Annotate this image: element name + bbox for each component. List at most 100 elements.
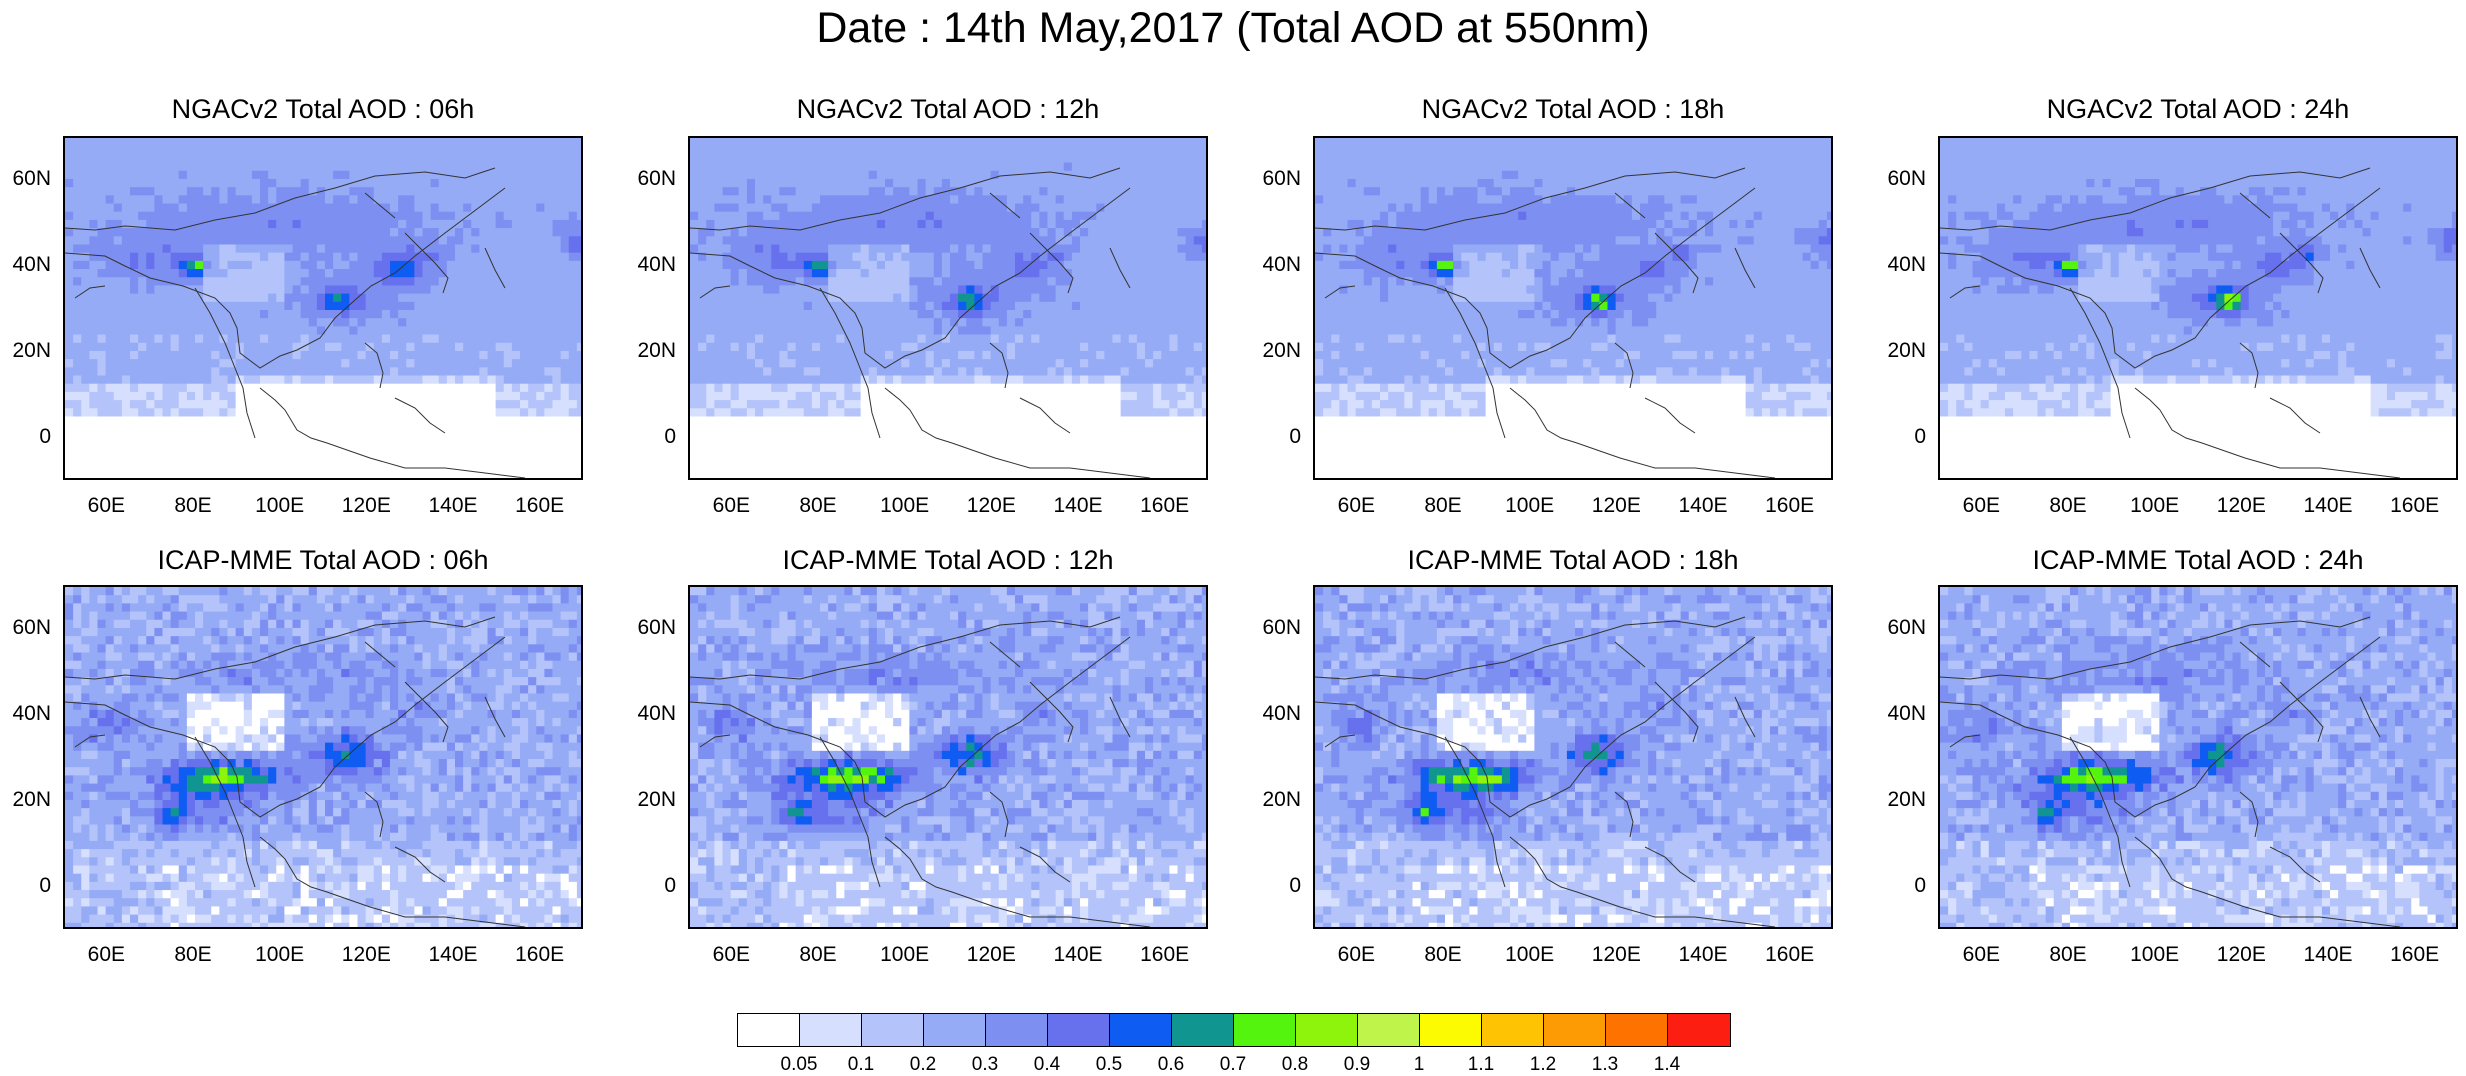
aod-cell <box>528 253 537 262</box>
aod-cell <box>828 392 837 401</box>
aod-cell <box>820 187 829 196</box>
aod-cell <box>974 212 983 221</box>
aod-cell <box>1039 253 1048 262</box>
aod-cell <box>869 146 878 155</box>
aod-cell <box>1064 408 1073 417</box>
aod-cell <box>1145 163 1154 172</box>
aod-cell <box>934 318 943 327</box>
aod-cell <box>146 408 155 417</box>
aod-cell <box>463 449 472 458</box>
aod-cell <box>804 376 813 385</box>
aod-cell <box>553 441 562 450</box>
aod-cell <box>114 474 123 480</box>
aod-cell <box>447 269 456 278</box>
aod-cell <box>260 474 269 480</box>
aod-cell <box>187 146 196 155</box>
aod-cell <box>918 392 927 401</box>
aod-cell <box>219 392 228 401</box>
aod-cell <box>820 253 829 262</box>
aod-cell <box>268 269 277 278</box>
aod-cell <box>73 425 82 434</box>
aod-cell <box>796 359 805 368</box>
aod-cell <box>1161 269 1170 278</box>
aod-cell <box>122 359 131 368</box>
aod-cell <box>771 171 780 180</box>
aod-cell <box>747 326 756 335</box>
aod-cell <box>309 302 318 311</box>
aod-cell <box>1129 212 1138 221</box>
aod-cell <box>349 220 358 229</box>
aod-cell <box>447 228 456 237</box>
aod-cell <box>154 351 163 360</box>
aod-cell <box>1129 392 1138 401</box>
aod-cell <box>398 433 407 442</box>
aod-cell <box>577 449 583 458</box>
aod-cell <box>358 425 367 434</box>
aod-cell <box>1064 359 1073 368</box>
aod-cell <box>1153 326 1162 335</box>
aod-cell <box>561 351 570 360</box>
aod-cell <box>276 269 285 278</box>
aod-cell <box>1023 277 1032 286</box>
aod-cell <box>553 269 562 278</box>
aod-cell <box>1023 220 1032 229</box>
aod-cell <box>966 400 975 409</box>
aod-cell <box>796 416 805 425</box>
aod-cell <box>1137 367 1146 376</box>
aod-cell <box>512 310 521 319</box>
aod-cell <box>1169 269 1178 278</box>
aod-cell <box>512 179 521 188</box>
aod-cell <box>1056 228 1065 237</box>
aod-cell <box>504 416 513 425</box>
aod-cell <box>1080 392 1089 401</box>
aod-cell <box>698 359 707 368</box>
aod-cell <box>974 416 983 425</box>
aod-cell <box>1129 138 1138 147</box>
aod-cell <box>918 187 927 196</box>
aod-cell <box>1202 146 1208 155</box>
aod-cell <box>1056 310 1065 319</box>
aod-cell <box>958 146 967 155</box>
aod-cell <box>106 335 115 344</box>
aod-cell <box>1039 335 1048 344</box>
aod-cell <box>431 474 440 480</box>
aod-cell <box>804 277 813 286</box>
aod-cell <box>1129 253 1138 262</box>
aod-cell <box>1161 384 1170 393</box>
aod-cell <box>1129 326 1138 335</box>
aod-cell <box>536 376 545 385</box>
aod-cell <box>260 277 269 286</box>
aod-cell <box>828 212 837 221</box>
aod-cell <box>219 179 228 188</box>
aod-cell <box>512 302 521 311</box>
aod-cell <box>796 425 805 434</box>
aod-cell <box>122 367 131 376</box>
aod-cell <box>1056 261 1065 270</box>
aod-cell <box>1178 335 1187 344</box>
aod-cell <box>1088 384 1097 393</box>
aod-cell <box>844 146 853 155</box>
aod-cell <box>1023 261 1032 270</box>
aod-cell <box>284 204 293 213</box>
aod-cell <box>439 408 448 417</box>
aod-cell <box>706 318 715 327</box>
aod-cell <box>244 285 253 294</box>
aod-cell <box>504 474 513 480</box>
aod-cell <box>163 195 172 204</box>
aod-cell <box>553 171 562 180</box>
aod-cell <box>1064 187 1073 196</box>
aod-cell <box>999 416 1008 425</box>
aod-cell <box>130 441 139 450</box>
aod-cell <box>520 359 529 368</box>
aod-cell <box>276 146 285 155</box>
aod-cell <box>382 236 391 245</box>
aod-cell <box>504 277 513 286</box>
aod-cell <box>455 343 464 352</box>
aod-cell <box>130 433 139 442</box>
aod-cell <box>179 474 188 480</box>
aod-cell <box>244 171 253 180</box>
aod-cell <box>512 146 521 155</box>
aod-cell <box>1096 351 1105 360</box>
aod-cell <box>130 261 139 270</box>
aod-cell <box>284 367 293 376</box>
